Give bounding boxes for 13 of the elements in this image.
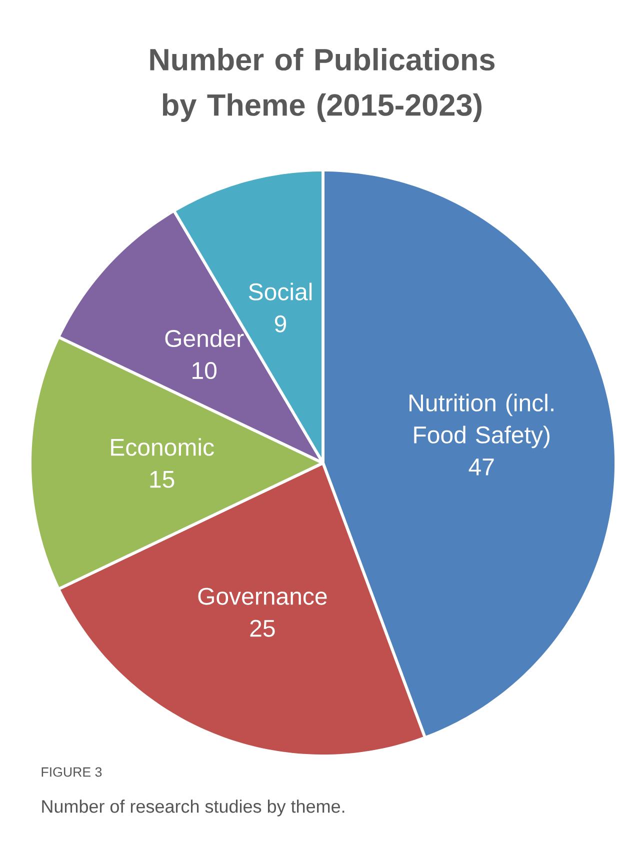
data-label: 15 xyxy=(150,471,174,488)
data-label: 10 xyxy=(192,362,217,380)
slice-label: Economic xyxy=(111,438,214,456)
data-label: 9 xyxy=(274,315,286,332)
slice-label: Gender xyxy=(165,329,244,348)
data-label: 47 xyxy=(468,458,494,476)
slice-label: Nutrition (incl. Food Safety) xyxy=(410,394,554,448)
caption: FIGURE 3 xyxy=(42,767,102,777)
text: Number of research studies by theme. xyxy=(42,800,344,816)
slice-label: Social xyxy=(248,282,312,300)
data-label: 25 xyxy=(250,620,275,637)
slice-label: Governance xyxy=(198,588,327,605)
chart-title: Number of Publications by Theme (2015-2023) xyxy=(150,48,495,122)
